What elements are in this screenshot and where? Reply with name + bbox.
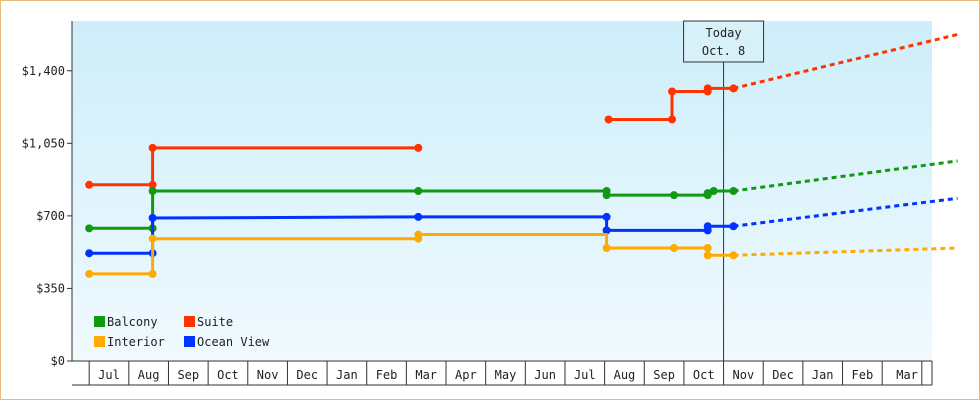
data-point-ocean-view	[85, 249, 94, 258]
data-point-suite	[703, 84, 712, 93]
series-line-suite	[89, 146, 419, 187]
x-tick-label: Dec	[772, 368, 794, 382]
data-point-balcony	[709, 187, 718, 195]
data-point-interior	[703, 251, 712, 260]
data-point-ocean-view	[729, 222, 738, 231]
legend-swatch-ocean-view	[184, 336, 195, 347]
forecast-line-suite	[733, 33, 958, 90]
legend: Balcony Suite Interior Ocean View	[94, 315, 270, 349]
x-tick-label: Jan	[812, 368, 834, 382]
data-point-suite	[604, 115, 613, 124]
series-line-suite	[608, 86, 734, 121]
x-tick-label: Oct	[693, 368, 715, 382]
x-tick-label: Jul	[574, 368, 596, 382]
data-point-interior	[729, 251, 738, 260]
x-tick-label: Jun	[534, 368, 556, 382]
legend-label-interior: Interior	[107, 335, 165, 349]
data-point-ocean-view	[414, 212, 423, 221]
data-point-interior	[414, 230, 423, 239]
legend-swatch-interior	[94, 336, 105, 347]
data-point-balcony	[670, 191, 679, 200]
x-tick-label: Nov	[257, 368, 279, 382]
forecast-line-interior	[733, 246, 958, 257]
x-tick-label: Jan	[336, 368, 358, 382]
y-tick-label: $700	[36, 209, 65, 223]
data-point-suite	[668, 115, 677, 124]
y-tick-label: $0	[51, 354, 65, 368]
data-point-interior	[670, 244, 679, 253]
today-date: Oct. 8	[702, 44, 745, 58]
x-tick-label: Aug	[138, 368, 160, 382]
legend-label-suite: Suite	[197, 315, 233, 329]
today-box	[683, 20, 765, 63]
series-group	[85, 33, 958, 278]
x-tick-label: Oct	[217, 368, 239, 382]
x-tick-label: Nov	[733, 368, 755, 382]
x-tick-label: Mar	[415, 368, 437, 382]
x-tick-label: Jul	[98, 368, 120, 382]
x-tick-label: Aug	[614, 368, 636, 382]
data-point-balcony	[729, 187, 738, 195]
data-point-suite	[729, 84, 738, 93]
legend-swatch-suite	[184, 316, 195, 327]
x-tick-label: Dec	[296, 368, 318, 382]
x-tick-label: Sep	[177, 368, 199, 382]
legend-swatch-balcony	[94, 316, 105, 327]
data-point-suite	[414, 143, 423, 152]
data-point-interior	[703, 244, 712, 253]
legend-label-balcony: Balcony	[107, 315, 158, 329]
x-tick-label: Mar	[896, 368, 918, 382]
data-point-balcony	[85, 224, 94, 233]
data-point-balcony	[602, 191, 611, 200]
data-point-suite	[668, 87, 677, 96]
x-tick-label: Apr	[455, 368, 477, 382]
today-marker: Today Oct. 8	[683, 20, 765, 361]
data-point-suite	[85, 180, 94, 189]
y-tick-label: $1,400	[22, 64, 65, 78]
data-point-ocean-view	[148, 213, 157, 222]
data-point-interior	[148, 234, 157, 243]
y-tick-label: $1,050	[22, 136, 65, 150]
data-point-interior	[85, 269, 94, 278]
legend-label-ocean-view: Ocean View	[197, 335, 270, 349]
data-point-interior	[602, 244, 611, 253]
data-point-interior	[148, 269, 157, 278]
forecast-line-ocean-view	[733, 196, 958, 228]
data-point-balcony	[414, 187, 423, 195]
x-tick-label: Feb	[852, 368, 874, 382]
x-tick-label: May	[495, 368, 517, 382]
data-point-ocean-view	[602, 226, 611, 235]
x-tick-label: Sep	[653, 368, 675, 382]
data-point-suite	[148, 143, 157, 152]
data-point-suite	[148, 180, 157, 189]
today-label: Today	[706, 26, 742, 40]
data-point-ocean-view	[703, 222, 712, 231]
data-point-ocean-view	[602, 212, 611, 221]
x-tick-label: Feb	[376, 368, 398, 382]
data-point-balcony	[148, 187, 157, 195]
y-tick-label: $350	[36, 281, 65, 295]
forecast-line-balcony	[733, 159, 958, 193]
axes: $0 $350 $700 $1,050 $1,400 Jul Aug Sep Oct Nov Dec…	[22, 21, 933, 386]
